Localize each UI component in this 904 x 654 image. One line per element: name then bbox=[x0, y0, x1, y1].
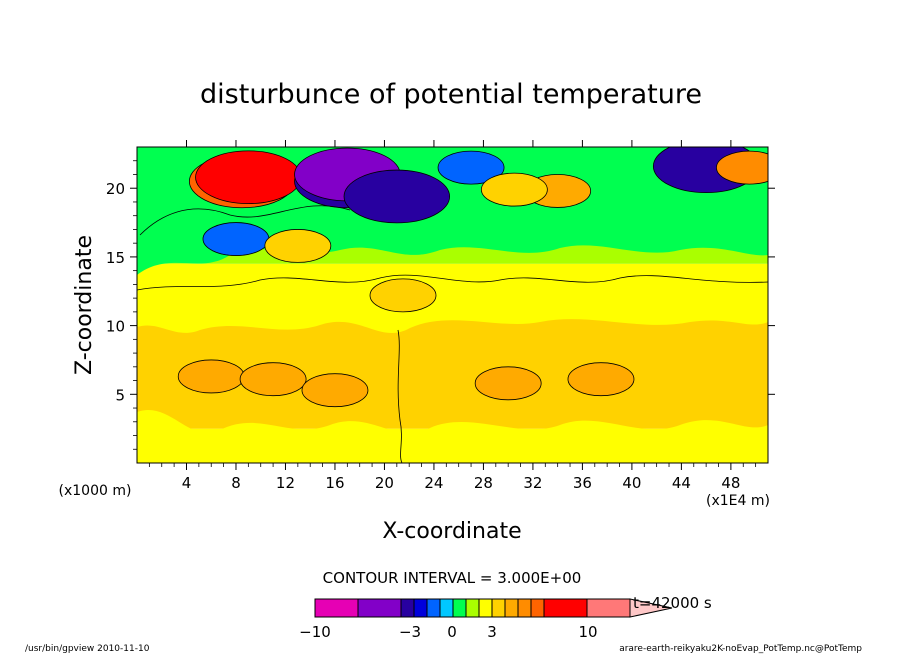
colorbar-label: −3 bbox=[399, 623, 421, 641]
y-tick-label: 10 bbox=[106, 318, 125, 336]
colorbar-cell bbox=[491, 598, 506, 618]
colorbar-cell bbox=[478, 598, 493, 618]
contour-anomaly bbox=[716, 150, 768, 185]
colorbar-cell bbox=[586, 598, 631, 618]
contour-anomaly bbox=[301, 373, 369, 408]
y-tick-label: 20 bbox=[106, 180, 125, 198]
x-scale-note: (x1E4 m) bbox=[706, 493, 770, 509]
x-tick-label: 16 bbox=[325, 474, 344, 492]
x-axis-label: X-coordinate bbox=[382, 519, 521, 544]
x-tick-label: 24 bbox=[424, 474, 443, 492]
contour-anomaly bbox=[264, 229, 332, 263]
colorbar-cell bbox=[314, 598, 359, 618]
plot-frame bbox=[136, 146, 769, 464]
y-tick-label: 15 bbox=[106, 249, 125, 267]
contour-interval-label: CONTOUR INTERVAL = 3.000E+00 bbox=[323, 569, 582, 587]
contour-anomaly bbox=[369, 278, 437, 313]
colorbar-cell bbox=[400, 598, 415, 618]
contour-anomaly bbox=[195, 150, 302, 205]
mid-yellow-band bbox=[137, 285, 768, 333]
contour-line bbox=[137, 274, 768, 291]
contour-line bbox=[397, 329, 403, 463]
colorbar-label: 0 bbox=[447, 623, 457, 641]
x-tick-label: 40 bbox=[622, 474, 641, 492]
x-tick-label: 28 bbox=[474, 474, 493, 492]
y-tick-label: 5 bbox=[115, 386, 125, 404]
colorbar-cell bbox=[517, 598, 532, 618]
x-tick-label: 48 bbox=[721, 474, 740, 492]
colorbar-label: 3 bbox=[487, 623, 497, 641]
contour-anomaly bbox=[567, 362, 635, 397]
contour-anomaly bbox=[480, 172, 548, 207]
x-tick-label: 44 bbox=[672, 474, 691, 492]
y-axis-label: Z-coordinate bbox=[72, 235, 97, 375]
colorbar-label: −10 bbox=[299, 623, 331, 641]
colorbar-cell bbox=[504, 598, 519, 618]
colorbar-cell bbox=[413, 598, 428, 618]
contour-anomaly bbox=[177, 359, 245, 394]
contour-anomaly bbox=[474, 366, 542, 401]
contour-line bbox=[139, 205, 351, 236]
contour-anomaly bbox=[437, 150, 505, 185]
colorbar-cell bbox=[530, 598, 545, 618]
colorbar-label: 10 bbox=[578, 623, 597, 641]
colorbar-arrow bbox=[629, 598, 673, 618]
x-tick-label: 36 bbox=[573, 474, 592, 492]
colorbar-cell bbox=[543, 598, 588, 618]
x-tick-label: 32 bbox=[523, 474, 542, 492]
contour-anomaly bbox=[239, 362, 307, 397]
time-label: t=42000 s bbox=[633, 594, 712, 612]
x-tick-label: 8 bbox=[231, 474, 241, 492]
x-tick-label: 4 bbox=[182, 474, 192, 492]
colorbar bbox=[314, 598, 673, 618]
contour-anomaly bbox=[202, 222, 270, 256]
chart-title: disturbunce of potential temperature bbox=[200, 79, 702, 110]
colorbar-cell bbox=[439, 598, 454, 618]
contour-field bbox=[137, 147, 768, 463]
colorbar-cell bbox=[465, 598, 480, 618]
contour-anomaly bbox=[343, 169, 451, 224]
footer-right: arare-earth-reikyaku2K-noEvap_PotTemp.nc… bbox=[619, 644, 862, 654]
x-tick-label: 20 bbox=[375, 474, 394, 492]
colorbar-cell bbox=[452, 598, 467, 618]
colorbar-cell bbox=[357, 598, 402, 618]
y-scale-note: (x1000 m) bbox=[59, 483, 132, 499]
x-tick-label: 12 bbox=[276, 474, 295, 492]
lower-yellow-band bbox=[137, 409, 768, 463]
colorbar-cell bbox=[426, 598, 441, 618]
footer-left: /usr/bin/gpview 2010-11-10 bbox=[25, 644, 150, 654]
